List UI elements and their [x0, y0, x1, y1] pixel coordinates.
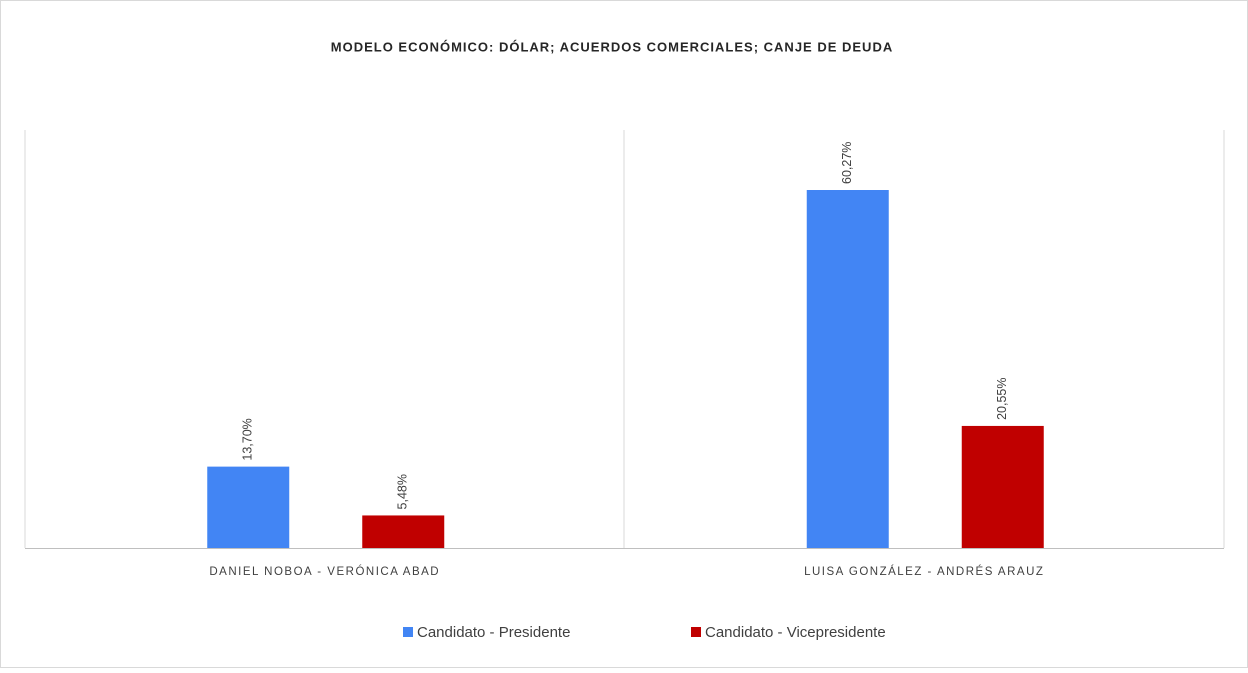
legend-swatch	[691, 627, 701, 637]
value-label: 20,55%	[995, 378, 1009, 420]
x-tick-label: LUISA GONZÁLEZ - ANDRÉS ARAUZ	[804, 565, 1044, 578]
value-label: 5,48%	[396, 474, 410, 509]
value-label: 60,27%	[840, 142, 854, 184]
x-tick-label: DANIEL NOBOA - VERÓNICA ABAD	[209, 565, 440, 578]
legend-label: Candidato - Vicepresidente	[705, 624, 886, 641]
bar	[961, 425, 1044, 548]
value-label: 13,70%	[241, 418, 255, 460]
bar	[806, 190, 889, 548]
chart-title: MODELO ECONÓMICO: DÓLAR; ACUERDOS COMERC…	[331, 39, 893, 54]
legend-swatch	[403, 627, 413, 637]
legend-label: Candidato - Presidente	[417, 624, 570, 641]
bar	[362, 515, 445, 548]
bar	[207, 466, 290, 548]
